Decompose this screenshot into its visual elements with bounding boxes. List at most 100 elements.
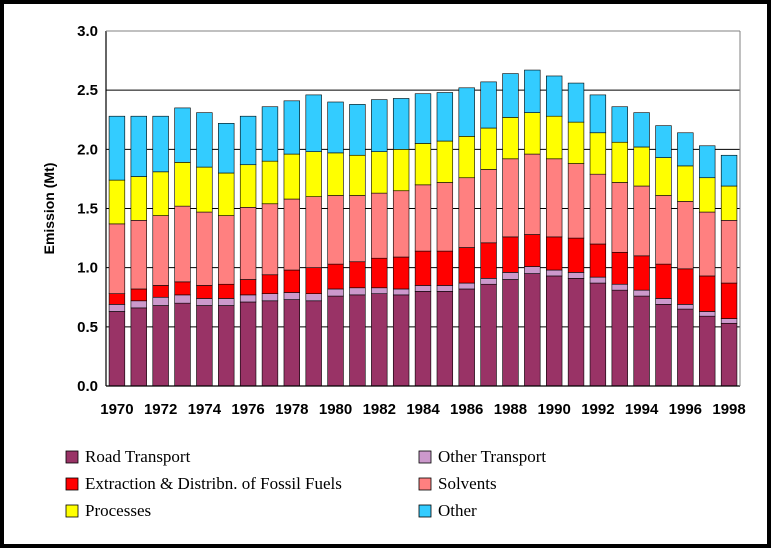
- bar-segment: [283, 198, 300, 271]
- y-tick-label: 2.0: [77, 141, 98, 158]
- bar-segment: [218, 283, 235, 299]
- bar-segment: [502, 117, 519, 160]
- bar-segment: [699, 211, 716, 277]
- bar-segment: [699, 145, 716, 179]
- bar-segment: [327, 152, 344, 196]
- bar-segment: [414, 143, 432, 186]
- bar-segment: [611, 141, 628, 183]
- bar-segment: [545, 236, 563, 271]
- bar-segment: [589, 132, 607, 175]
- bar-segment: [567, 278, 585, 387]
- bar-segment: [502, 236, 519, 273]
- bar-segment: [349, 261, 366, 289]
- bar-segment: [502, 73, 519, 118]
- bar-segment: [545, 115, 563, 160]
- bar-segment: [196, 166, 213, 213]
- x-tick-label: 1972: [144, 401, 177, 418]
- bar-segment: [720, 154, 738, 187]
- bar-segment: [524, 266, 541, 274]
- bar-segment: [589, 282, 607, 387]
- bar-segment: [305, 300, 322, 387]
- bar-segment: [261, 160, 279, 205]
- bar-segment: [633, 289, 650, 297]
- bar-segment: [218, 215, 235, 285]
- bar-segment: [655, 298, 672, 305]
- x-tick-label: 1974: [188, 401, 222, 418]
- bar-segment: [589, 94, 607, 134]
- x-tick-label: 1988: [494, 401, 527, 418]
- bar-segment: [283, 269, 300, 293]
- legend-swatch: [418, 504, 432, 518]
- bar-segment: [414, 184, 432, 252]
- bar-segment: [130, 288, 147, 302]
- bar-segment: [611, 106, 628, 143]
- bar-segment: [152, 285, 169, 298]
- bar-segment: [436, 250, 454, 286]
- bar-segment: [720, 282, 738, 319]
- bar-segment: [349, 287, 366, 296]
- bar-segment: [436, 285, 454, 292]
- bar-segment: [283, 153, 300, 200]
- bar-segment: [655, 304, 672, 387]
- bar-segment: [524, 234, 541, 267]
- bar-segment: [305, 196, 322, 268]
- bar-segment: [371, 151, 388, 194]
- legend-swatch: [65, 450, 79, 464]
- bar-segment: [174, 294, 191, 304]
- bar-segment: [349, 294, 366, 387]
- bar-segment: [436, 291, 454, 387]
- bar-segment: [458, 288, 475, 387]
- bar-segment: [524, 273, 541, 387]
- bar-segment: [567, 237, 585, 273]
- bar-segment: [524, 112, 541, 155]
- bar-segment: [239, 115, 257, 166]
- bar-segment: [567, 82, 585, 123]
- bar-segment: [480, 278, 497, 285]
- bar-segment: [480, 169, 497, 244]
- bar-segment: [174, 302, 191, 387]
- legend-label: Solvents: [438, 474, 497, 493]
- bar-segment: [174, 162, 191, 207]
- bar-segment: [239, 294, 257, 303]
- bar-segment: [371, 287, 388, 294]
- bar-segment: [414, 250, 432, 286]
- bar-segment: [108, 223, 126, 295]
- bar-segment: [567, 272, 585, 279]
- bar-segment: [611, 283, 628, 291]
- x-tick-label: 1992: [581, 401, 614, 418]
- bar-segment: [458, 136, 475, 179]
- bar-segment: [480, 127, 497, 170]
- bar-segment: [174, 107, 191, 163]
- bar-segment: [305, 151, 322, 197]
- bar-segment: [152, 171, 169, 216]
- bar-segment: [611, 251, 628, 285]
- bar-segment: [720, 318, 738, 324]
- bar-segment: [699, 177, 716, 213]
- bar-segment: [436, 140, 454, 183]
- bar-segment: [218, 298, 235, 306]
- bar-segment: [524, 153, 541, 235]
- bar-segment: [655, 195, 672, 265]
- bar-segment: [108, 115, 126, 181]
- bar-segment: [480, 283, 497, 387]
- y-tick-label: 0.0: [77, 378, 98, 395]
- bar-segment: [174, 281, 191, 296]
- bar-segment: [196, 298, 213, 306]
- y-tick-label: 1.0: [77, 260, 98, 277]
- bar-segment: [633, 295, 650, 387]
- bar-segment: [174, 205, 191, 283]
- bar-segment: [414, 285, 432, 292]
- x-tick-label: 1982: [363, 401, 396, 418]
- legend-label: Other: [438, 501, 477, 520]
- legend-swatch: [65, 504, 79, 518]
- bar-segment: [589, 243, 607, 278]
- bar-segment: [392, 190, 410, 258]
- x-tick-label: 1994: [625, 401, 659, 418]
- bar-segment: [305, 267, 322, 295]
- bar-segment: [436, 182, 454, 252]
- bar-segment: [502, 272, 519, 280]
- bar-segment: [152, 215, 169, 286]
- bar-segment: [677, 308, 694, 387]
- stacked-bar-chart: 0.0 0.5 1.0 1.5 2.0 2.5 3.0 1970 1972 1974 1976 19…: [41, 23, 746, 520]
- bar-segment: [567, 163, 585, 239]
